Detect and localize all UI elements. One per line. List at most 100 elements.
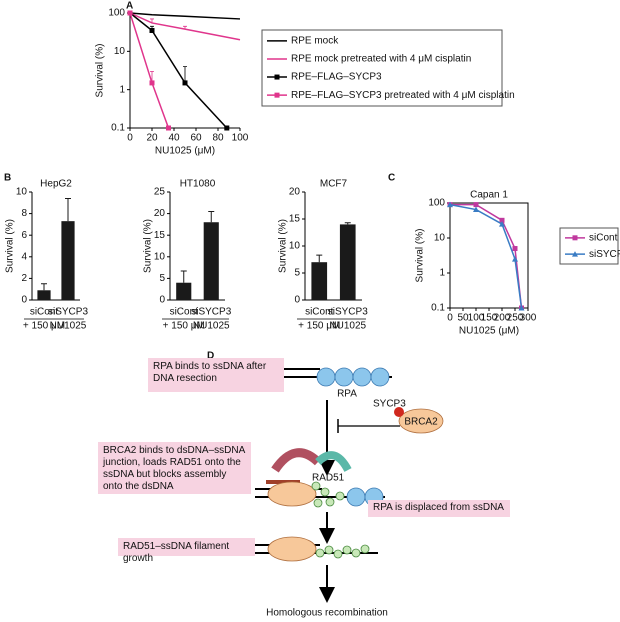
x-tick-label: siSYCP3 bbox=[191, 307, 231, 318]
y-tick-label: 10 bbox=[289, 241, 301, 252]
y-axis-label: Survival (%) bbox=[278, 219, 289, 273]
x-tick-label: siCont bbox=[305, 307, 334, 318]
y-tick-label: 0 bbox=[294, 295, 300, 306]
treatment-label: + 150 μM bbox=[23, 321, 65, 332]
point bbox=[182, 80, 188, 86]
x-tick-label: 300 bbox=[520, 313, 537, 324]
y-tick-label: 100 bbox=[428, 198, 445, 209]
point bbox=[512, 246, 518, 252]
brca2-label: BRCA2 bbox=[404, 417, 438, 428]
legend-label: RPE–FLAG–SYCP3 pretreated with 4 μM cisp… bbox=[291, 90, 515, 101]
error-bar bbox=[65, 197, 71, 222]
treatment-label: + 150 μM bbox=[163, 321, 205, 332]
treatment-label: + 150 μM bbox=[298, 321, 340, 332]
y-tick-label: 8 bbox=[21, 208, 27, 219]
series-line bbox=[450, 203, 523, 309]
x-tick-label: 40 bbox=[168, 133, 180, 144]
point bbox=[499, 217, 505, 223]
x-tick-label: 150 bbox=[481, 313, 498, 324]
y-tick-label: 10 bbox=[154, 251, 166, 262]
point bbox=[499, 221, 505, 227]
y-axis-label: Survival (%) bbox=[143, 219, 154, 273]
y-tick-label: 25 bbox=[154, 187, 166, 198]
y-tick-label: 2 bbox=[21, 273, 27, 284]
y-tick-label: 15 bbox=[154, 230, 166, 241]
legend-box bbox=[559, 227, 619, 265]
x-axis-label: NU1025 (μM) bbox=[459, 326, 519, 337]
y-tick-label: 0 bbox=[21, 295, 27, 306]
chart-title: MCF7 bbox=[320, 179, 348, 190]
result-label: Homologous recombination bbox=[266, 608, 388, 619]
rad51-label: RAD51 bbox=[312, 473, 345, 484]
y-tick-label: 20 bbox=[154, 208, 166, 219]
panel-label: B bbox=[4, 173, 11, 184]
bar bbox=[339, 224, 356, 300]
bar bbox=[61, 221, 75, 300]
point bbox=[127, 10, 133, 16]
y-axis-label: Survival (%) bbox=[415, 229, 426, 283]
error-bar bbox=[183, 25, 187, 30]
bar bbox=[176, 282, 192, 300]
y-tick-label: 6 bbox=[21, 230, 27, 241]
y-axis-label: Survival (%) bbox=[5, 219, 16, 273]
legend-label: RPE–FLAG–SYCP3 bbox=[291, 72, 382, 83]
y-tick-label: 10 bbox=[16, 187, 28, 198]
point bbox=[512, 256, 518, 262]
chart-title: HepG2 bbox=[40, 179, 72, 190]
y-tick-label: 0 bbox=[159, 295, 165, 306]
error-bar bbox=[344, 222, 351, 225]
point bbox=[447, 201, 453, 208]
x-tick-label: siSYCP3 bbox=[328, 307, 368, 318]
y-tick-label: 20 bbox=[289, 187, 301, 198]
brca2-shape bbox=[267, 481, 317, 507]
sycp3-label: SYCP3 bbox=[373, 399, 406, 410]
x-tick-label: 100 bbox=[232, 133, 249, 144]
rad51-circles bbox=[311, 481, 345, 508]
error-bar bbox=[41, 283, 47, 291]
y-tick-label: 10 bbox=[114, 46, 126, 57]
rpa-circles bbox=[316, 367, 390, 387]
panel-label: A bbox=[126, 1, 133, 12]
y-tick-label: 10 bbox=[434, 233, 446, 244]
step-box: RPA is displaced from ssDNA bbox=[368, 500, 510, 517]
point bbox=[518, 305, 525, 311]
x-tick-label: 60 bbox=[190, 133, 202, 144]
bar bbox=[311, 262, 328, 300]
curved-arrow bbox=[271, 448, 322, 473]
error-bar bbox=[183, 66, 187, 83]
treatment-label: NU1025 bbox=[50, 321, 87, 332]
point bbox=[149, 27, 155, 33]
block bbox=[266, 480, 300, 484]
point bbox=[224, 125, 230, 131]
x-tick-label: 0 bbox=[127, 133, 133, 144]
legend-swatch bbox=[572, 235, 578, 241]
point bbox=[473, 202, 479, 208]
series-line bbox=[129, 12, 241, 41]
series-line bbox=[129, 12, 228, 129]
error-bar bbox=[208, 210, 215, 223]
x-tick-label: 80 bbox=[212, 133, 224, 144]
x-axis-label: NU1025 (μM) bbox=[155, 146, 215, 157]
brca2-shape bbox=[267, 536, 317, 562]
x-tick-label: siCont bbox=[30, 307, 59, 318]
point bbox=[473, 206, 479, 213]
series-line bbox=[129, 12, 170, 129]
legend-label: RPE mock pretreated with 4 μM cisplatin bbox=[291, 54, 471, 65]
x-tick-label: siSYCP3 bbox=[48, 307, 88, 318]
x-tick-label: 250 bbox=[507, 313, 524, 324]
y-tick-label: 100 bbox=[108, 8, 125, 19]
y-axis-label: Survival (%) bbox=[95, 44, 106, 98]
x-tick-label: 50 bbox=[457, 313, 469, 324]
error-bar bbox=[316, 254, 323, 263]
legend-label: siSYCP3 bbox=[589, 249, 620, 260]
series-line bbox=[129, 12, 241, 20]
sycp3-dot bbox=[394, 407, 404, 417]
y-tick-label: 0.1 bbox=[111, 123, 125, 134]
y-tick-label: 0.1 bbox=[431, 303, 445, 314]
series-line bbox=[449, 203, 523, 309]
step-box: RPA binds to ssDNA after DNA resection bbox=[148, 358, 284, 392]
legend-box bbox=[261, 29, 503, 107]
legend-swatch bbox=[274, 74, 280, 80]
rad51-circles bbox=[315, 544, 370, 559]
